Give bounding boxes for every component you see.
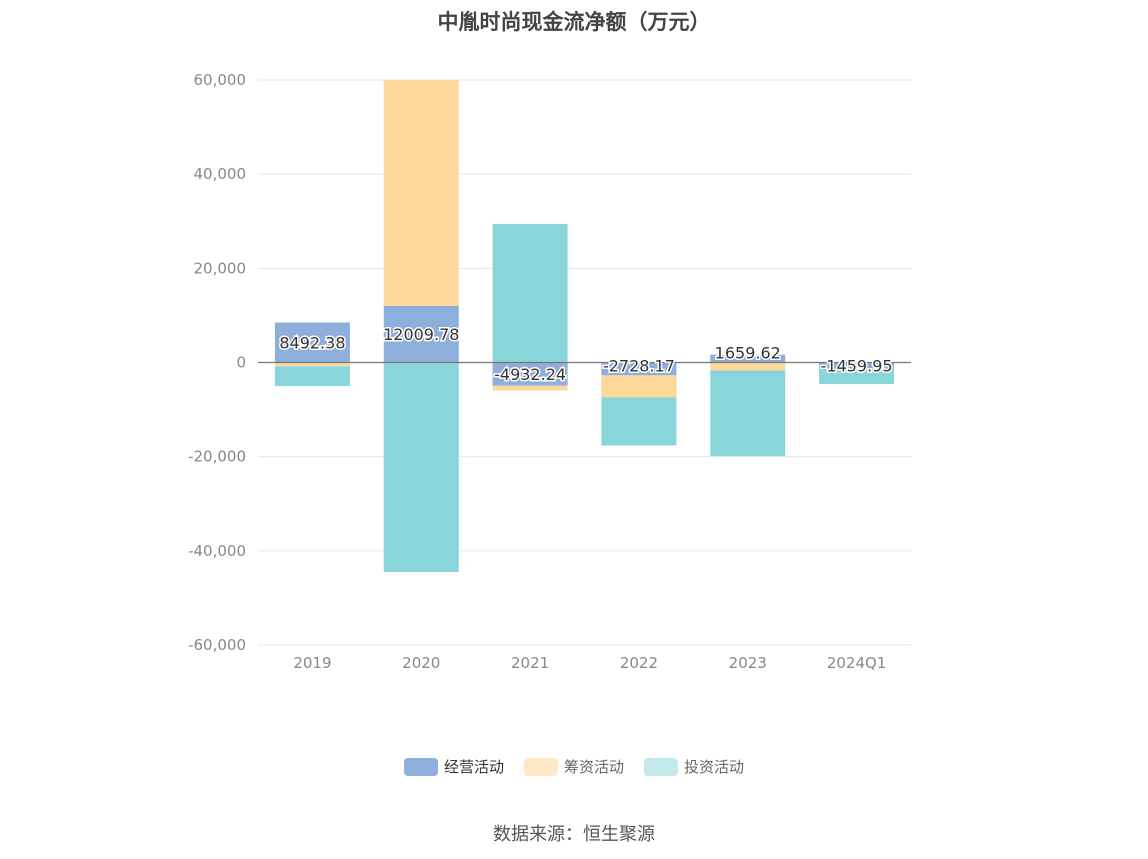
y-tick-label: 40,000 [194,165,247,183]
chart-title: 中胤时尚现金流净额（万元） [437,10,711,34]
data-label: -4932.24 [494,365,566,384]
bar-2022-series-0 [601,362,677,376]
bar-2019-series-1 [274,362,350,367]
bar-2021-series-2 [492,224,568,363]
bar-2023-series-2 [710,370,786,457]
bar-2021-series-1 [492,385,568,391]
bar-2020-series-2 [383,362,459,573]
y-axis-ticks: 60,000 40,000 20,000 0 -20,000 -40,000 -60,000 [188,71,246,654]
x-tick-label: 2024Q1 [827,654,887,672]
legend-item-investing[interactable]: 投资活动 [644,756,744,777]
bar-2022-series-2 [601,397,677,446]
bar-2022-series-1 [601,375,677,398]
bar-2021-series-0 [492,362,568,386]
bar-2019-series-0 [274,322,350,363]
x-tick-label: 2022 [620,654,658,672]
y-tick-label: -40,000 [188,542,246,560]
legend: 经营活动 筹资活动 投资活动 [0,756,1148,777]
x-tick-label: 2019 [293,654,331,672]
legend-item-operating[interactable]: 经营活动 [403,756,504,777]
x-tick-label: 2023 [729,654,767,672]
data-label: 8492.38 [279,334,345,353]
grid-lines [258,79,911,646]
data-label: 12009.78 [383,325,459,344]
x-axis-ticks: 2019 2020 2021 2022 2023 2024Q1 [293,654,886,672]
legend-item-financing[interactable]: 筹资活动 [523,756,624,777]
data-label: 1659.62 [715,344,781,363]
data-label: -2728.17 [603,357,675,376]
legend-swatch-investing [644,757,678,776]
bar-2020-series-0 [383,305,459,363]
y-tick-label: 20,000 [194,259,247,277]
bar-2024Q1-series-0 [819,362,895,370]
legend-label-investing: 投资活动 [684,758,745,776]
bar-2023-series-0 [710,354,786,363]
bars [274,80,895,573]
y-tick-label: 0 [236,354,246,372]
legend-label-operating: 经营活动 [443,758,504,776]
legend-label-financing: 筹资活动 [563,758,624,776]
data-labels: 8492.38 12009.78 -4932.24 -2728.17 1659.62 -1… [278,324,894,386]
y-tick-label: -60,000 [188,636,246,654]
legend-swatch-financing [523,757,558,776]
bar-2020-series-1 [383,80,459,306]
x-tick-label: 2021 [511,654,549,672]
bar-2019-series-2 [274,366,350,387]
x-tick-label: 2020 [402,654,440,672]
bar-2023-series-1 [710,362,786,371]
bar-2024Q1-series-2 [819,369,895,384]
data-label: -1459.95 [821,357,893,376]
legend-swatch-operating [403,757,438,776]
data-source: 数据来源：恒生聚源 [493,824,655,845]
y-tick-label: -20,000 [188,448,246,466]
y-tick-label: 60,000 [194,71,247,89]
